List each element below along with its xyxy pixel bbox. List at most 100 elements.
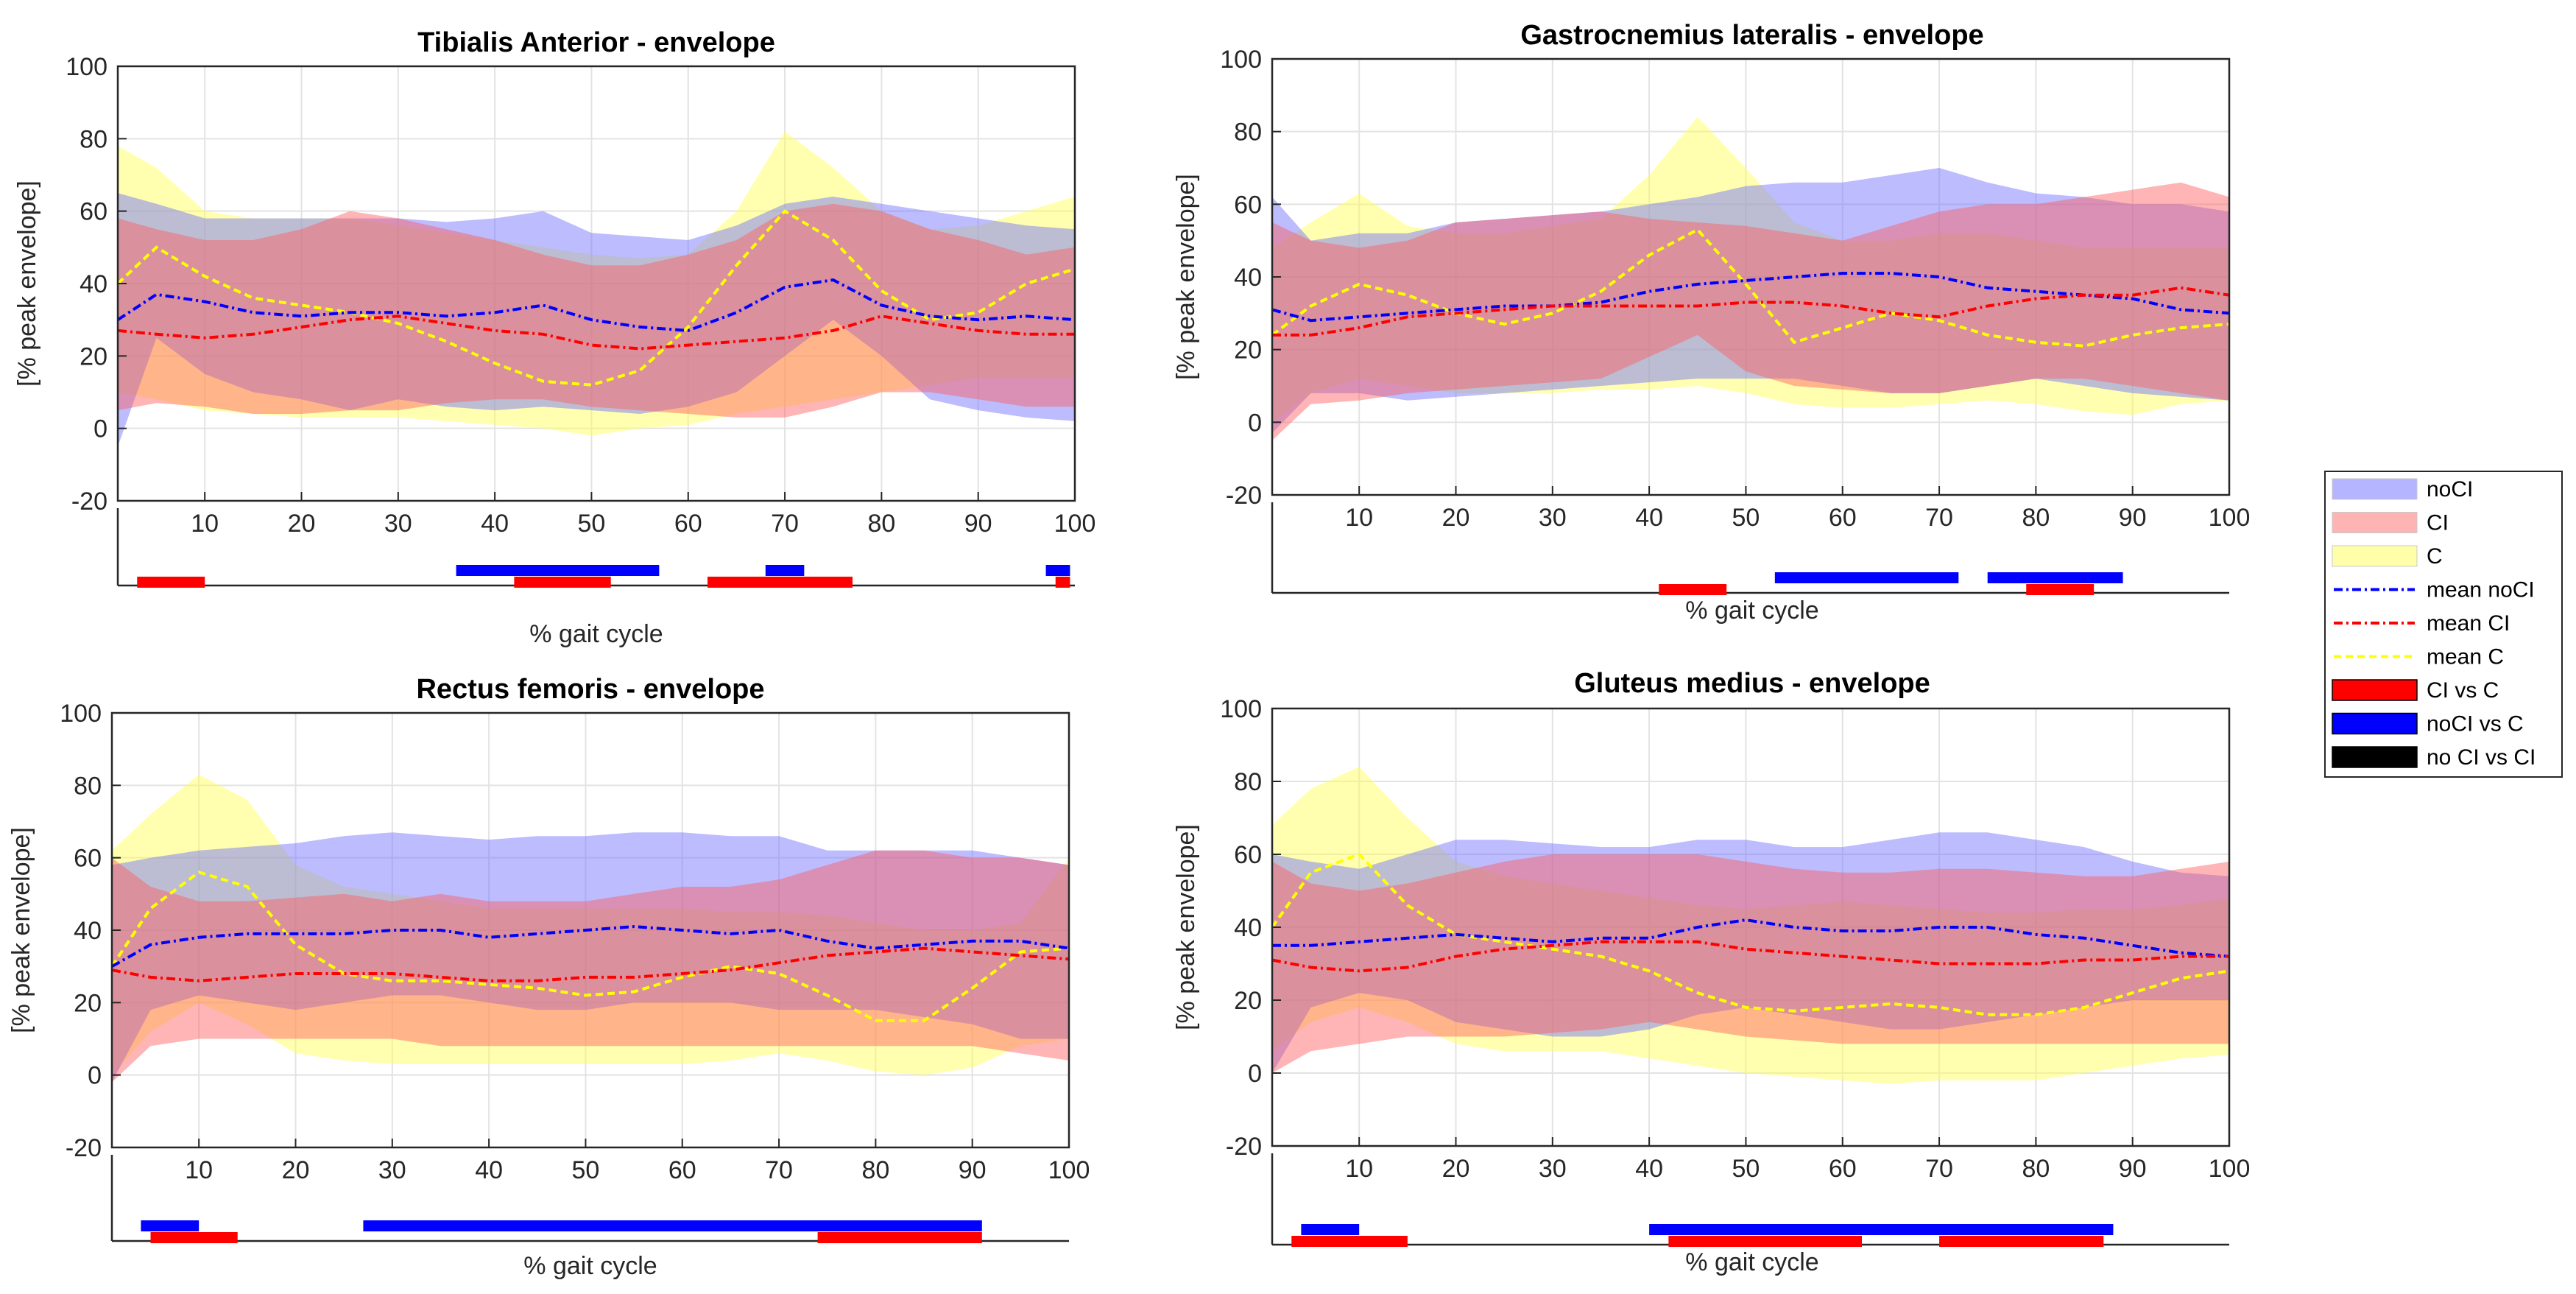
significance-strip — [110, 1155, 1069, 1243]
envelope-ci — [118, 203, 1075, 418]
legend-item-noci: noCI — [2332, 477, 2473, 502]
sig-bar-ci-vs-c — [1291, 1236, 1408, 1247]
sig-bar-noci-vs-c — [1301, 1224, 1360, 1235]
x-axis-label: % gait cycle — [529, 620, 663, 648]
envelope-noci — [1272, 832, 2229, 1073]
sig-bar-noci-vs-c — [1649, 1224, 2114, 1235]
legend-item-no-ci-vs-ci: no CI vs CI — [2332, 745, 2536, 770]
legend-item-ci: CI — [2332, 511, 2449, 535]
x-tick-label: 30 — [1539, 504, 1567, 532]
y-tick-label: 60 — [80, 198, 107, 226]
y-tick-label: 0 — [1248, 1060, 1262, 1088]
x-tick-label: 10 — [185, 1156, 213, 1184]
sig-bar-ci-vs-c — [2026, 584, 2095, 595]
mean-line-c — [116, 209, 1076, 387]
x-tick-label: 70 — [765, 1156, 793, 1184]
y-tick-label: 100 — [1220, 46, 1262, 74]
x-tick-label: 80 — [2022, 504, 2050, 532]
legend-swatch — [2332, 746, 2418, 768]
legend-swatch — [2332, 712, 2418, 735]
x-tick-label: 60 — [1829, 1155, 1857, 1183]
mean-line-noci — [1272, 918, 2230, 958]
x-tick-label: 30 — [384, 510, 412, 538]
sig-bar-noci-vs-c — [765, 565, 805, 576]
sig-bar-ci-vs-c — [817, 1232, 982, 1243]
y-tick-label: 100 — [60, 700, 102, 728]
legend-item-noci-vs-c: noCI vs C — [2332, 712, 2524, 736]
x-tick-label: 80 — [861, 1156, 889, 1184]
y-tick-label: 80 — [80, 125, 107, 153]
chart-title: Rectus femoris - envelope — [416, 674, 764, 705]
legend-label: no CI vs CI — [2427, 745, 2536, 770]
envelope-noci — [118, 193, 1075, 447]
x-tick-label: 70 — [1925, 1155, 1953, 1183]
legend-item-mean-c: mean C — [2334, 645, 2504, 669]
mean-line-ci — [1272, 286, 2230, 337]
sig-bar-ci-vs-c — [137, 577, 205, 588]
x-tick-label: 70 — [1925, 504, 1953, 532]
x-tick-label: 60 — [1829, 504, 1857, 532]
legend-item-mean-ci: mean CI — [2334, 611, 2510, 636]
envelope-c — [112, 774, 1069, 1075]
y-tick-label: 20 — [74, 989, 102, 1017]
y-tick-label: -20 — [1226, 482, 1262, 510]
legend-label: noCI vs C — [2427, 712, 2524, 736]
significance-strip — [1271, 1153, 2229, 1247]
x-tick-label: 100 — [1054, 510, 1096, 538]
sig-bar-ci-vs-c — [1939, 1236, 2104, 1247]
sig-bar-ci-vs-c — [707, 577, 853, 588]
x-tick-label: 40 — [481, 510, 509, 538]
legend-item-ci-vs-c: CI vs C — [2332, 678, 2499, 703]
y-tick-label: 40 — [80, 270, 107, 298]
x-tick-label: 30 — [378, 1156, 406, 1184]
sig-bar-noci-vs-c — [1987, 572, 2123, 583]
x-tick-label: 30 — [1539, 1155, 1567, 1183]
sig-bar-ci-vs-c — [1055, 577, 1070, 588]
x-tick-label: 70 — [771, 510, 799, 538]
sig-bar-noci-vs-c — [363, 1220, 982, 1231]
x-tick-label: 90 — [2119, 1155, 2147, 1183]
envelope-c — [1272, 767, 2229, 1084]
x-axis-label: % gait cycle — [1685, 597, 1818, 625]
x-axis-label: % gait cycle — [1685, 1248, 1818, 1276]
legend-swatch — [2332, 545, 2418, 567]
x-tick-label: 50 — [572, 1156, 600, 1184]
envelope-ci — [1272, 182, 2229, 440]
legend-label: CI vs C — [2427, 678, 2499, 703]
sig-bar-noci-vs-c — [1045, 565, 1070, 576]
x-tick-label: 40 — [1635, 504, 1663, 532]
envelope-ci — [1272, 854, 2229, 1073]
x-tick-label: 100 — [2209, 1155, 2251, 1183]
y-tick-label: 40 — [74, 917, 102, 945]
x-tick-label: 80 — [867, 510, 895, 538]
y-tick-label: 0 — [93, 415, 107, 443]
x-tick-label: 80 — [2022, 1155, 2050, 1183]
y-tick-label: 100 — [1220, 695, 1262, 723]
y-tick-label: 60 — [1234, 191, 1262, 219]
mean-line-noci — [1271, 272, 2230, 323]
y-tick-label: 0 — [88, 1062, 102, 1090]
legend-label: mean CI — [2427, 611, 2510, 636]
legend-item-mean-noci: mean noCI — [2334, 578, 2535, 602]
x-tick-label: 100 — [1048, 1156, 1090, 1184]
chart-panel-rectus-femoris: -20 0 20 40 60 80 100 10 20 30 40 50 60 70 80 90 100 Rect… — [7, 674, 1090, 1280]
legend-label: mean noCI — [2427, 578, 2535, 602]
chart-title: Tibialis Anterior - envelope — [417, 27, 775, 58]
chart-title: Gastrocnemius lateralis - envelope — [1520, 20, 1983, 51]
y-tick-label: 100 — [66, 53, 107, 81]
legend-swatch — [2332, 512, 2418, 533]
legend-swatch — [2332, 478, 2418, 500]
sig-bar-ci-vs-c — [1668, 1236, 1863, 1247]
y-tick-label: -20 — [71, 488, 107, 516]
x-tick-label: 60 — [668, 1156, 696, 1184]
x-tick-label: 90 — [959, 1156, 987, 1184]
y-axis-label: [% peak envelope] — [13, 180, 41, 387]
envelope-noci — [112, 832, 1069, 1083]
y-axis-label: [% peak envelope] — [1172, 174, 1200, 380]
chart-panel-gluteus-medius: -20 0 20 40 60 80 100 10 20 30 40 50 60 70 80 90 100 Glut… — [1172, 668, 2250, 1276]
x-tick-label: 10 — [191, 510, 219, 538]
mean-line-noci — [111, 925, 1070, 968]
x-tick-label: 20 — [282, 1156, 310, 1184]
mean-line-c — [110, 871, 1070, 1022]
